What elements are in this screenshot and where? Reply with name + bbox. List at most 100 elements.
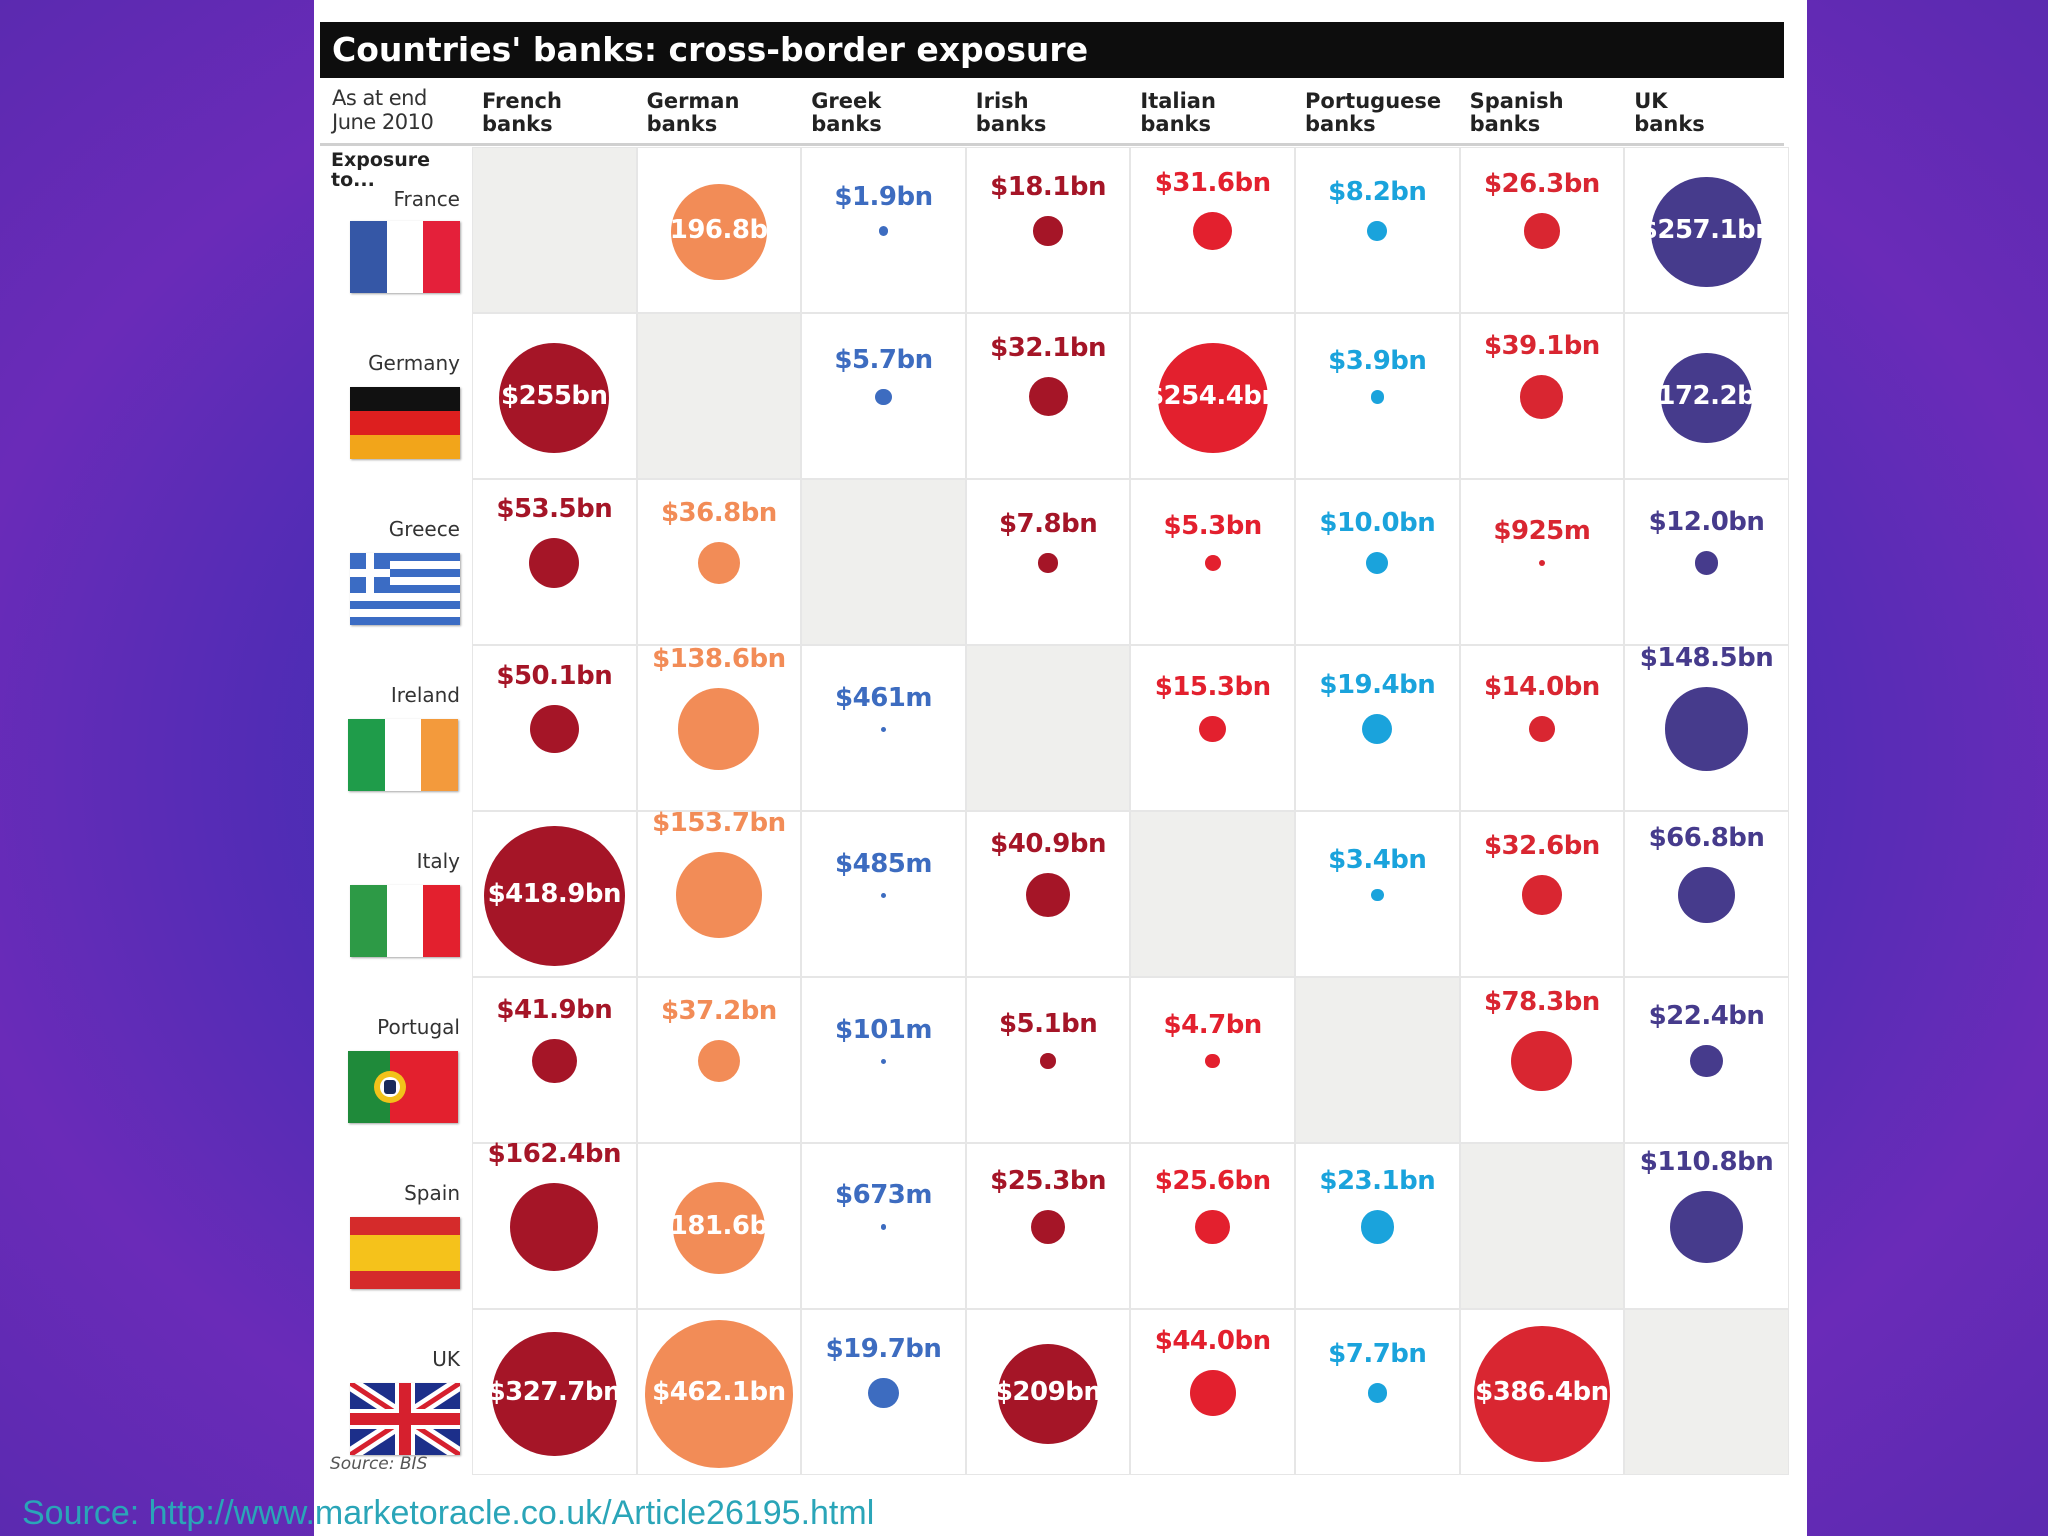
- exposure-bubble: [875, 388, 892, 406]
- matrix-cell: [1130, 645, 1295, 811]
- column-header-spanish: Spanish banks: [1470, 90, 1620, 136]
- exposure-bubble: [1370, 390, 1385, 404]
- exposure-value-label: $3.9bn: [1328, 346, 1427, 377]
- matrix-cell: [1624, 645, 1789, 811]
- exposure-value-label: $18.1bn: [990, 172, 1107, 203]
- matrix-cell-empty: [1130, 811, 1295, 977]
- matrix-cell-empty: [1624, 1309, 1789, 1475]
- matrix-cell-empty: [801, 479, 966, 645]
- exposure-value-label: $44.0bn: [1154, 1326, 1271, 1357]
- exposure-value-label: $50.1bn: [496, 660, 613, 691]
- column-header-german-line: banks: [646, 112, 718, 136]
- exposure-bubble: [1199, 715, 1227, 743]
- exposure-bubble: [1694, 551, 1719, 575]
- flag-germany-icon: [350, 387, 460, 459]
- exposure-bubble: [1529, 716, 1555, 742]
- matrix-cell: [1295, 479, 1460, 645]
- exposure-bubble: [881, 726, 886, 732]
- matrix-cell: [472, 811, 637, 977]
- exposure-value-label: $19.7bn: [825, 1333, 942, 1364]
- exposure-label-line-1: Exposure: [331, 149, 430, 171]
- matrix-cell: [965, 1309, 1131, 1475]
- exposure-bubble: [1524, 213, 1560, 249]
- column-header-greek-line: banks: [811, 112, 882, 136]
- row-label-germany: Germany: [368, 351, 460, 375]
- matrix-cell-empty: [1459, 1143, 1625, 1309]
- matrix-cell: [1459, 977, 1625, 1143]
- matrix-cell: [801, 1143, 966, 1309]
- matrix-cell: [801, 1309, 966, 1475]
- matrix-cell: [965, 811, 1131, 977]
- matrix-cell: [636, 147, 802, 313]
- exposure-value-label: $461m: [835, 682, 932, 713]
- exposure-bubble: [1033, 216, 1063, 246]
- exposure-value-label: $7.8bn: [998, 509, 1098, 540]
- matrix-cell: [1130, 977, 1295, 1143]
- matrix-cell: [801, 811, 966, 977]
- exposure-value-label: $39.1bn: [1483, 331, 1600, 362]
- row-label-spain: Spain: [404, 1181, 460, 1205]
- exposure-value-label: $40.9bn: [990, 828, 1107, 859]
- exposure-value-label: $5.3bn: [1163, 511, 1263, 542]
- exposure-value-label: $37.2bn: [660, 996, 777, 1026]
- source-url-link[interactable]: Source: http://www.marketoracle.co.uk/Ar…: [22, 1494, 875, 1532]
- column-header-french: French banks: [482, 90, 632, 136]
- matrix-cell: [1295, 1143, 1460, 1309]
- matrix-cell: [1459, 479, 1625, 645]
- exposure-bubble: [1205, 1053, 1221, 1069]
- column-header-italian: Italian banks: [1140, 90, 1290, 136]
- column-header-irish-line: Irish: [975, 89, 1029, 113]
- exposure-value-label: $41.9bn: [496, 994, 613, 1025]
- exposure-value-label: $12.0bn: [1648, 507, 1765, 538]
- exposure-value-label: $327.7bn: [487, 1377, 622, 1407]
- exposure-bubble: [1538, 559, 1546, 567]
- matrix-cell: [1624, 811, 1789, 977]
- exposure-bubble: [1511, 1030, 1573, 1092]
- column-header-german-line: German: [646, 89, 740, 113]
- flag-france-icon: [350, 221, 460, 293]
- exposure-value-label: $153.7bn: [652, 808, 786, 839]
- matrix-cell: [1130, 313, 1295, 479]
- column-header-irish-line: banks: [975, 112, 1047, 136]
- column-header-spanish-line: Spanish: [1469, 89, 1564, 113]
- exposure-value-label: $15.3bn: [1154, 671, 1271, 702]
- matrix-cell: [1130, 479, 1295, 645]
- exposure-bubble: [1520, 375, 1564, 419]
- exposure-value-label: $925m: [1493, 515, 1591, 546]
- matrix-cell: [472, 1143, 637, 1309]
- exposure-value-label: $386.4bn: [1475, 1377, 1609, 1407]
- matrix-cell: [1624, 313, 1789, 479]
- exposure-value-label: $7.7bn: [1328, 1339, 1427, 1370]
- matrix-cell: [1459, 147, 1625, 313]
- exposure-value-label: $10.0bn: [1319, 508, 1436, 539]
- exposure-value-label: $462.1bn: [652, 1377, 786, 1407]
- column-header-portuguese-line: Portuguese: [1305, 89, 1442, 113]
- exposure-value-label: $196.8bn: [652, 215, 786, 245]
- exposure-bubble: [881, 892, 886, 898]
- column-header-spanish-line: banks: [1469, 112, 1541, 136]
- chart-title: Countries' banks: cross-border exposure: [320, 22, 1784, 78]
- exposure-value-label: $19.4bn: [1319, 669, 1436, 700]
- matrix-cell: [965, 479, 1131, 645]
- exposure-bubble: [1195, 1209, 1231, 1245]
- exposure-value-label: $26.3bn: [1483, 169, 1600, 200]
- matrix-cell: [1459, 1309, 1625, 1475]
- exposure-value-label: $36.8bn: [660, 498, 777, 529]
- exposure-bubble: [1366, 552, 1389, 574]
- exposure-bubble: [1040, 1053, 1056, 1069]
- row-label-portugal: Portugal: [377, 1015, 460, 1039]
- exposure-value-label: $673m: [835, 1180, 932, 1211]
- exposure-value-label: $14.0bn: [1483, 672, 1600, 703]
- exposure-value-label: $172.2bn: [1639, 381, 1774, 411]
- matrix-cell: [1130, 1309, 1295, 1475]
- exposure-value-label: $485m: [835, 848, 932, 879]
- exposure-label-line-2: to...: [331, 169, 375, 191]
- matrix-cell: [1295, 645, 1460, 811]
- matrix-cell: [1459, 645, 1625, 811]
- exposure-bubble: [672, 1181, 766, 1275]
- date-note-line-1: As at end: [332, 86, 427, 110]
- exposure-value-label: $32.6bn: [1483, 831, 1600, 862]
- matrix-cell-empty: [472, 147, 637, 313]
- exposure-label: Exposure to...: [331, 150, 430, 190]
- exposure-bubble: [1664, 687, 1749, 771]
